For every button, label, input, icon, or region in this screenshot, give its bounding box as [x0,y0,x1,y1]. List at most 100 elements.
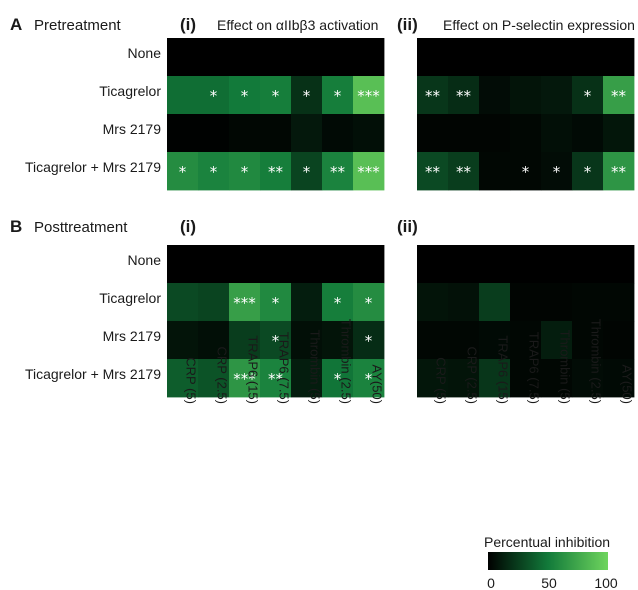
heatmap-cell [510,321,542,360]
heatmap-cell [353,283,385,322]
colorbar-tick: 100 [594,575,618,590]
significance-marker: ** [611,87,627,105]
heatmap-cell [322,152,354,191]
heatmap-cell [603,38,635,77]
significance-marker: * [272,294,280,312]
heatmap-cell [541,245,573,284]
heatmap-b-i: *** * * ** **** ** * * [167,245,385,398]
heatmap-cell [572,245,604,284]
heatmap-cell [448,321,480,360]
significance-marker: * [334,294,342,312]
heatmap-cell [353,245,385,284]
heatmap-cell [322,76,354,115]
heatmap-cell [417,76,449,115]
column-label: Thrombin (5) [308,330,323,404]
row-label: Mrs 2179 [103,328,162,344]
significance-marker: ** [611,163,627,181]
section-a-label: Pretreatment [34,17,122,34]
heatmap-cell [572,321,604,360]
heatmap-cell [541,283,573,322]
heatmap-cell [448,359,480,398]
heatmap-cell [260,38,292,77]
heatmap-cell [167,321,199,360]
heatmap-cell [510,152,542,191]
heatmap-cell [353,321,385,360]
heatmap-cell [353,114,385,153]
significance-marker: * [584,163,592,181]
colorbar-tick: 50 [541,575,557,590]
heatmap-cell [198,283,230,322]
heatmap-cell [291,283,323,322]
heatmap-cell [229,283,261,322]
heatmap-cell [572,38,604,77]
heatmap-cell [448,114,480,153]
significance-marker: *** [357,163,380,181]
column-label: TRAP6 (15) [496,335,511,404]
heatmap-cell [229,38,261,77]
column-label: CRP (5) [184,357,199,404]
column-label: Thrombin (2.5) [589,319,604,404]
heatmap-cell [417,283,449,322]
heatmap-cell [448,245,480,284]
significance-marker: ** [456,87,472,105]
panel-a-ii-label: (ii) [397,15,418,34]
column-labels-left: CRP (5) CRP (2.5) TRAP6 (15) TRAP6 (7.5) Thr… [184,319,385,404]
heatmap-cell [260,114,292,153]
row-label: None [128,45,162,61]
heatmap-cell [291,152,323,191]
heatmap-cell [448,152,480,191]
heatmap-cell [167,76,199,115]
significance-marker: ** [330,163,346,181]
heatmap-cell [167,283,199,322]
heatmap-cell [353,38,385,77]
heatmap-cell [198,38,230,77]
row-label: Mrs 2179 [103,121,162,137]
row-label: Ticagrelor + Mrs 2179 [25,159,161,175]
significance-marker: * [584,87,592,105]
significance-marker: ** [425,87,441,105]
heatmap-cell [541,321,573,360]
heatmap-cell [417,245,449,284]
colorbar-gradient [488,552,608,570]
heatmap-cell [572,114,604,153]
heatmap-cell [417,114,449,153]
heatmap-cell [291,114,323,153]
heatmap-cell [260,283,292,322]
heatmap-cell [291,359,323,398]
significance-marker: ** [268,370,284,388]
column-label: AY(50) [370,365,385,405]
row-labels-b: None Ticagrelor Mrs 2179 Ticagrelor + Mr… [25,252,161,382]
heatmap-cell [198,359,230,398]
significance-marker: * [210,87,218,105]
heatmap-cell [167,114,199,153]
heatmap-cell [229,359,261,398]
heatmap-cell [572,283,604,322]
heatmap-cell [229,321,261,360]
heatmap-cell [198,245,230,284]
heatmap-cell [510,114,542,153]
heatmap-cell [322,38,354,77]
heatmap-cell [603,283,635,322]
heatmap-cell [417,152,449,191]
heatmap-cell [479,152,511,191]
heatmap-a-ii: ** ** * **** ** * * * ** [417,38,635,191]
column-label: CRP (2.5) [215,346,230,404]
column-labels-right: CRP (5) CRP (2.5) TRAP6 (15) TRAP6 (7.5) Thr… [434,319,635,404]
significance-marker: * [272,332,280,350]
heatmap-cell [353,152,385,191]
significance-marker: * [303,87,311,105]
heatmap-cell [353,76,385,115]
heatmap-cell [510,359,542,398]
significance-marker: * [334,87,342,105]
panel-b-ii-label: (ii) [397,217,418,236]
heatmap-cell [417,321,449,360]
heatmap-cell [260,359,292,398]
heatmap-cell [291,38,323,77]
heatmap-cell [541,359,573,398]
heatmap-cell [479,245,511,284]
heatmap-a-i: * * * * * **** * * ** * ** *** [167,38,385,191]
heatmap-cell [167,38,199,77]
significance-marker: * [334,370,342,388]
significance-marker: ** [456,163,472,181]
